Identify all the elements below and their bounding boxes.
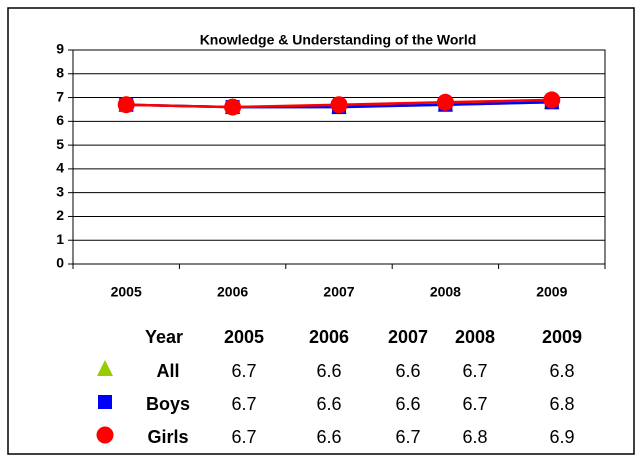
marker: [436, 93, 454, 111]
chart-title: Knowledge & Understanding of the World: [200, 32, 477, 48]
y-tick-label: 8: [56, 64, 64, 80]
chart-border: [7, 7, 635, 455]
table-value: 6.7: [462, 394, 487, 414]
marker: [330, 96, 348, 114]
marker: [224, 98, 242, 116]
x-tick-label: 2006: [217, 284, 248, 300]
x-tick-label: 2008: [430, 284, 461, 300]
marker: [543, 91, 561, 109]
marker: [96, 426, 114, 444]
x-tick-label: 2005: [111, 284, 142, 300]
table-year: 2006: [309, 327, 349, 347]
table-year: 2007: [388, 327, 428, 347]
y-tick-label: 0: [56, 255, 64, 271]
table-value: 6.6: [316, 361, 341, 381]
table-value: 6.6: [316, 394, 341, 414]
table-value: 6.8: [549, 394, 574, 414]
table-year: 2005: [224, 327, 264, 347]
table-value: 6.9: [549, 427, 574, 447]
marker: [117, 96, 135, 114]
table-year: 2009: [542, 327, 582, 347]
y-tick-label: 2: [56, 207, 64, 223]
table-value: 6.7: [462, 361, 487, 381]
y-tick-label: 6: [56, 112, 64, 128]
y-tick-label: 4: [56, 160, 64, 176]
x-tick-label: 2009: [536, 284, 567, 300]
x-tick-label: 2007: [323, 284, 354, 300]
table-header: Year: [145, 327, 183, 347]
y-tick-label: 9: [56, 41, 64, 57]
y-tick-label: 3: [56, 183, 64, 199]
legend-label: Boys: [146, 394, 190, 414]
table-value: 6.8: [462, 427, 487, 447]
table-value: 6.7: [231, 394, 256, 414]
table-value: 6.6: [395, 394, 420, 414]
table-value: 6.8: [549, 361, 574, 381]
y-tick-label: 5: [56, 136, 64, 152]
plot-border: [72, 49, 606, 265]
table-value: 6.7: [231, 427, 256, 447]
table-value: 6.7: [395, 427, 420, 447]
y-tick-label: 7: [56, 88, 64, 104]
legend-label: Girls: [147, 427, 188, 447]
table-value: 6.7: [231, 361, 256, 381]
legend-label: All: [156, 361, 179, 381]
marker: [97, 360, 113, 376]
table-year: 2008: [455, 327, 495, 347]
marker: [98, 395, 112, 409]
table-value: 6.6: [316, 427, 341, 447]
y-tick-label: 1: [56, 231, 64, 247]
table-value: 6.6: [395, 361, 420, 381]
